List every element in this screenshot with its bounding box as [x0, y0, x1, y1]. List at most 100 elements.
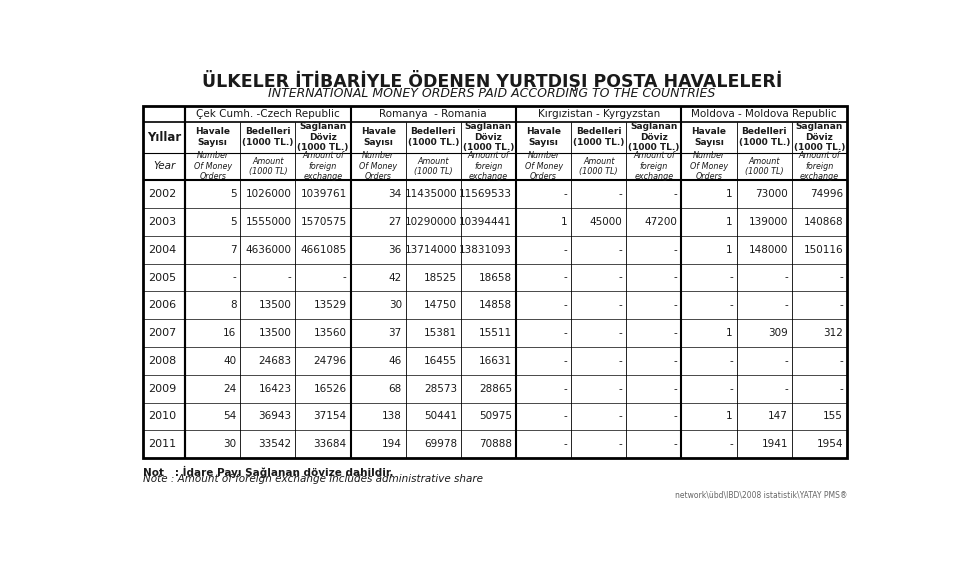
Text: 194: 194 — [382, 440, 402, 449]
Text: 68: 68 — [389, 384, 402, 394]
Text: -: - — [618, 356, 622, 366]
Text: 150116: 150116 — [804, 245, 843, 255]
Text: 2003: 2003 — [148, 217, 176, 227]
Text: -: - — [839, 272, 843, 282]
Text: 16631: 16631 — [479, 356, 512, 366]
Text: 155: 155 — [824, 411, 843, 421]
Text: 312: 312 — [824, 328, 843, 338]
Text: -: - — [618, 411, 622, 421]
Text: -: - — [674, 189, 678, 199]
Text: 18525: 18525 — [424, 272, 457, 282]
Text: 24796: 24796 — [314, 356, 347, 366]
Text: 24683: 24683 — [258, 356, 292, 366]
Text: 147: 147 — [768, 411, 788, 421]
Text: Number
Of Money
Orders: Number Of Money Orders — [194, 151, 231, 181]
Text: 2005: 2005 — [148, 272, 176, 282]
Text: 2009: 2009 — [148, 384, 176, 394]
Text: 33542: 33542 — [258, 440, 292, 449]
Text: -: - — [839, 356, 843, 366]
Text: 2006: 2006 — [148, 301, 176, 310]
Text: Not   : İdare Payı Sağlanan dövize dahildir.: Not : İdare Payı Sağlanan dövize dahildi… — [143, 466, 394, 478]
Text: 34: 34 — [389, 189, 402, 199]
Text: 14858: 14858 — [479, 301, 512, 310]
Text: Number
Of Money
Orders: Number Of Money Orders — [690, 151, 728, 181]
Text: 69978: 69978 — [424, 440, 457, 449]
Text: Amount of
foreign
exchange: Amount of foreign exchange — [302, 151, 344, 181]
Text: 2010: 2010 — [148, 411, 176, 421]
Text: -: - — [343, 272, 347, 282]
Text: 139000: 139000 — [749, 217, 788, 227]
Text: Havale
Sayısı: Havale Sayısı — [195, 127, 230, 147]
Text: Year: Year — [153, 162, 176, 171]
Text: -: - — [618, 301, 622, 310]
Text: -: - — [674, 411, 678, 421]
Text: 148000: 148000 — [749, 245, 788, 255]
Text: -: - — [674, 356, 678, 366]
Text: Amount
(1000 TL): Amount (1000 TL) — [745, 157, 783, 176]
Text: -: - — [564, 384, 567, 394]
Text: 8: 8 — [229, 301, 236, 310]
Text: Number
Of Money
Orders: Number Of Money Orders — [359, 151, 397, 181]
Text: 1026000: 1026000 — [246, 189, 292, 199]
Text: Havale
Sayısı: Havale Sayısı — [361, 127, 396, 147]
Text: 1: 1 — [561, 217, 567, 227]
Text: 50975: 50975 — [479, 411, 512, 421]
Text: 2004: 2004 — [148, 245, 176, 255]
Text: 2008: 2008 — [148, 356, 176, 366]
Text: 7: 7 — [229, 245, 236, 255]
Text: -: - — [784, 384, 788, 394]
Text: 45000: 45000 — [589, 217, 622, 227]
Text: 28573: 28573 — [424, 384, 457, 394]
Text: Amount of
foreign
exchange: Amount of foreign exchange — [468, 151, 510, 181]
Text: 1570575: 1570575 — [300, 217, 347, 227]
Text: Sağlanan
Döviz
(1000 TL.): Sağlanan Döviz (1000 TL.) — [463, 122, 515, 153]
Text: -: - — [564, 356, 567, 366]
Text: Sağlanan
Döviz
(1000 TL.): Sağlanan Döviz (1000 TL.) — [298, 122, 348, 153]
Bar — [143, 106, 847, 458]
Text: 1954: 1954 — [817, 440, 843, 449]
Text: 16455: 16455 — [424, 356, 457, 366]
Text: -: - — [674, 440, 678, 449]
Text: -: - — [564, 301, 567, 310]
Text: -: - — [784, 301, 788, 310]
Text: -: - — [618, 328, 622, 338]
Text: 1039761: 1039761 — [300, 189, 347, 199]
Text: Amount
(1000 TL): Amount (1000 TL) — [580, 157, 618, 176]
Text: Yıllar: Yıllar — [147, 131, 181, 144]
Text: 1: 1 — [726, 245, 732, 255]
Text: 1: 1 — [726, 328, 732, 338]
Text: 30: 30 — [224, 440, 236, 449]
Text: -: - — [674, 272, 678, 282]
Text: Sağlanan
Döviz
(1000 TL.): Sağlanan Döviz (1000 TL.) — [794, 122, 845, 153]
Text: 10290000: 10290000 — [404, 217, 457, 227]
Text: Sağlanan
Döviz
(1000 TL.): Sağlanan Döviz (1000 TL.) — [628, 122, 680, 153]
Text: Amount
(1000 TL): Amount (1000 TL) — [249, 157, 287, 176]
Text: 46: 46 — [389, 356, 402, 366]
Text: Çek Cumh. -Czech Republic: Çek Cumh. -Czech Republic — [196, 109, 340, 119]
Text: 2002: 2002 — [148, 189, 176, 199]
Text: 11569533: 11569533 — [459, 189, 512, 199]
Text: 14750: 14750 — [424, 301, 457, 310]
Text: -: - — [564, 440, 567, 449]
Text: 13500: 13500 — [258, 328, 292, 338]
Text: -: - — [729, 301, 732, 310]
Text: 40: 40 — [224, 356, 236, 366]
Text: 13500: 13500 — [258, 301, 292, 310]
Text: Bedelleri
(1000 TL.): Bedelleri (1000 TL.) — [573, 127, 624, 147]
Text: network\übd\IBD\2008 istatistik\YATAY PMS®: network\übd\IBD\2008 istatistik\YATAY PM… — [675, 491, 847, 500]
Text: 13831093: 13831093 — [459, 245, 512, 255]
Text: 27: 27 — [389, 217, 402, 227]
Text: 16: 16 — [223, 328, 236, 338]
Text: Kırgızistan - Kyrgyzstan: Kırgızistan - Kyrgyzstan — [538, 109, 660, 119]
Text: 13714000: 13714000 — [404, 245, 457, 255]
Text: 1941: 1941 — [761, 440, 788, 449]
Text: 1555000: 1555000 — [246, 217, 292, 227]
Text: 11435000: 11435000 — [404, 189, 457, 199]
Text: -: - — [674, 301, 678, 310]
Text: -: - — [564, 189, 567, 199]
Text: 138: 138 — [382, 411, 402, 421]
Text: 2011: 2011 — [148, 440, 176, 449]
Text: ÜLKELER İTİBARİYLE ÖDENEN YURTDIŞI POSTA HAVALELERİ: ÜLKELER İTİBARİYLE ÖDENEN YURTDIŞI POSTA… — [202, 71, 782, 92]
Text: 10394441: 10394441 — [459, 217, 512, 227]
Text: 1: 1 — [726, 189, 732, 199]
